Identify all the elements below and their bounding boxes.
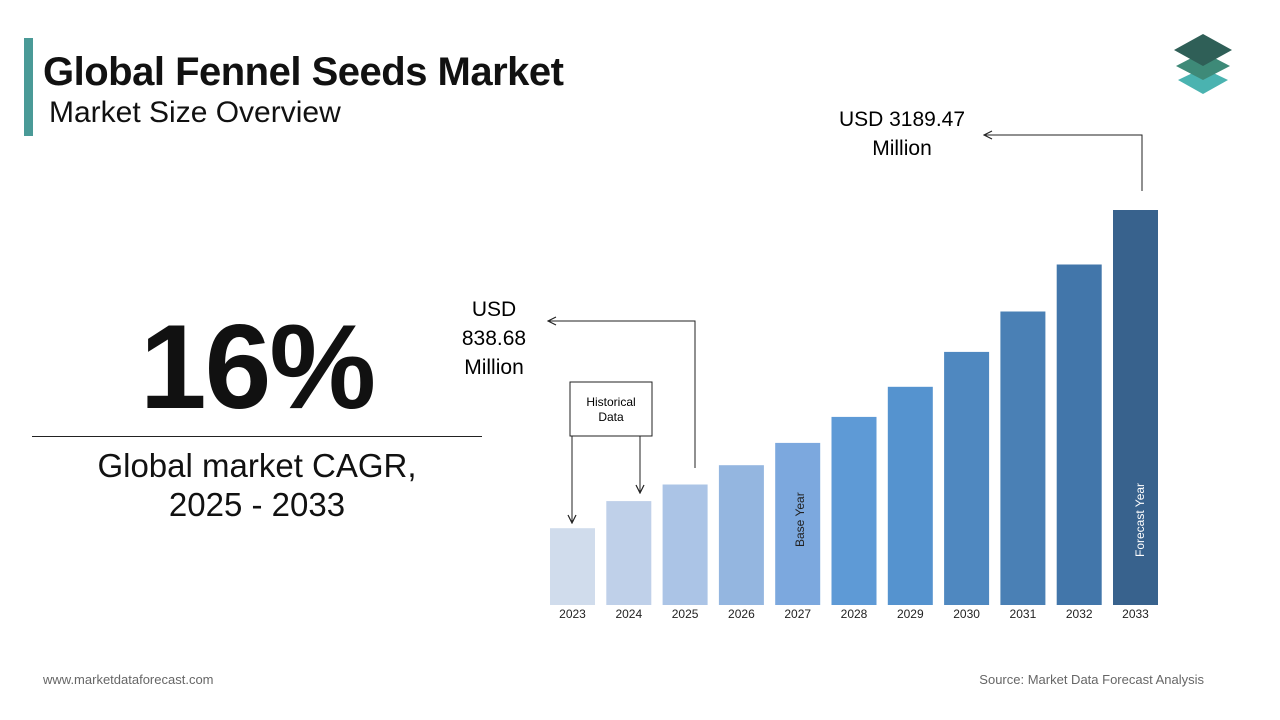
bar-2026 [718,465,764,605]
historical-data-box [569,381,653,437]
cagr-divider [32,436,482,437]
page-subtitle: Market Size Overview [49,96,341,129]
x-tick-2030: 2030 [953,607,980,621]
bar-2033 [1113,210,1158,605]
start-value-arrow [548,321,696,468]
x-tick-2033: 2033 [1122,607,1149,621]
bar-2029 [887,386,933,605]
brand-logo-icon [1174,34,1232,94]
cagr-label: Global market CAGR, 2025 - 2033 [32,446,482,524]
start-value-label-line3: Million [464,356,524,379]
cagr-label-line1: Global market CAGR, [97,447,417,484]
bars-group [550,210,1158,605]
end-value-arrow [984,135,1143,191]
bar-2028 [831,416,877,605]
x-tick-2024: 2024 [615,607,642,621]
x-tick-2023: 2023 [559,607,586,621]
x-tick-2025: 2025 [672,607,699,621]
bar-2031 [1000,311,1046,605]
x-tick-2029: 2029 [897,607,924,621]
end-value-label-line1: USD 3189.47 [839,108,965,131]
historical-data-label-line2: Data [598,410,624,424]
source-note: Source: Market Data Forecast Analysis [979,672,1204,687]
cagr-value: 16% [139,300,376,434]
bar-2025 [662,484,708,605]
title-accent-bar [24,38,33,136]
bar-2027 [775,442,821,605]
page-title: Global Fennel Seeds Market [43,50,564,94]
website-link[interactable]: www.marketdataforecast.com [43,672,214,687]
cagr-label-period: 2025 - 2033 [168,486,346,523]
start-value-label-line2: 838.68 [462,327,526,350]
bar-2032 [1056,264,1102,605]
x-tick-labels: 2023 2024 2025 2026 2027 2028 2029 2030 2031 2032… [559,607,1149,621]
x-tick-2027: 2027 [784,607,811,621]
x-tick-2032: 2032 [1066,607,1093,621]
x-tick-2026: 2026 [728,607,755,621]
bar-2024 [606,501,652,605]
bar-2023 [550,528,595,605]
bar-2030 [944,351,990,605]
forecast-year-label: Forecast Year [1133,483,1147,557]
start-value-label-line1: USD [472,298,516,321]
base-year-label: Base Year [793,492,807,547]
historical-data-label-line1: Historical [586,395,635,409]
end-value-label-line2: Million [872,137,932,160]
x-tick-2031: 2031 [1010,607,1037,621]
x-tick-2028: 2028 [841,607,868,621]
